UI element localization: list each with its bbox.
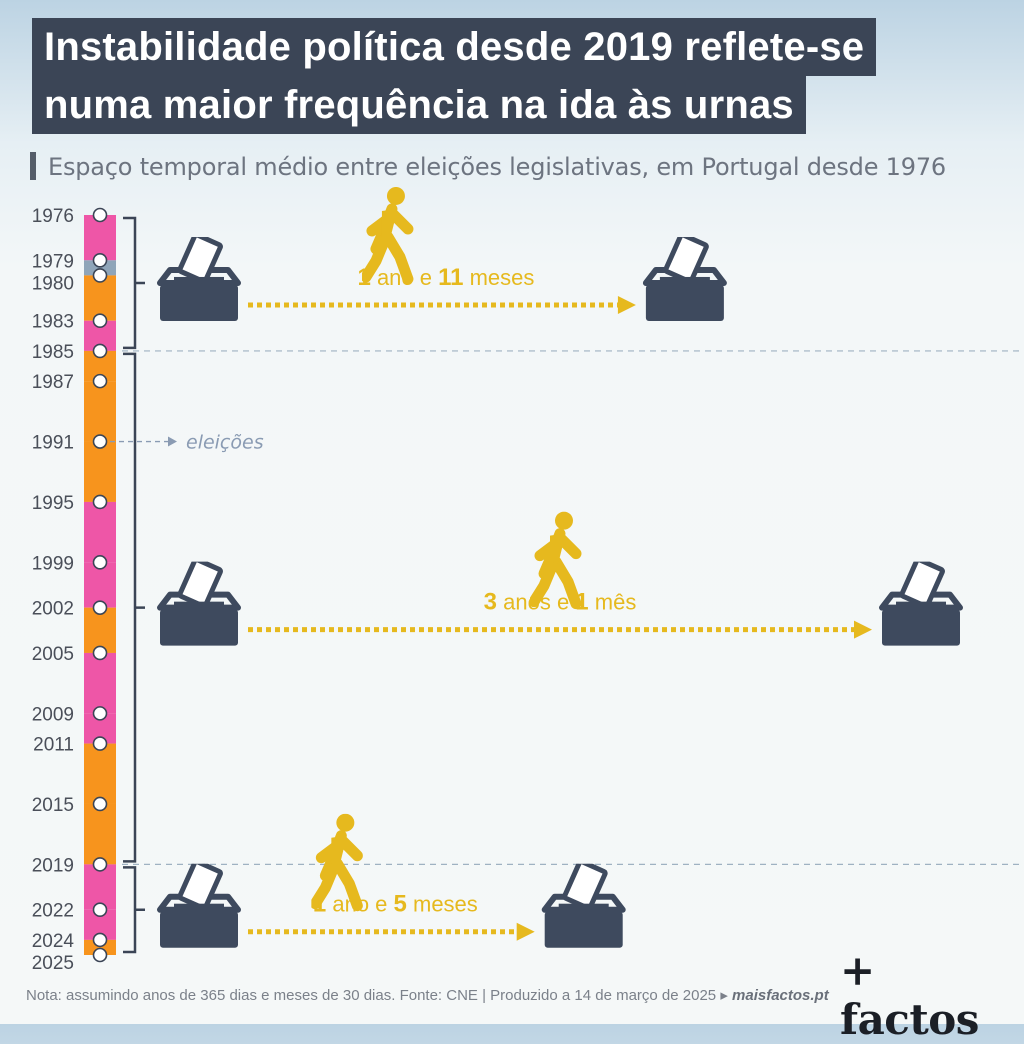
- election-dot-1979: [92, 253, 108, 268]
- election-dot-1980: [92, 268, 108, 283]
- ballot-box-icon: [160, 559, 238, 646]
- timeline-segment-1991: [84, 441, 116, 502]
- ballot-box-icon: [160, 234, 238, 321]
- election-dot-1999: [92, 555, 108, 570]
- subtitle-bar: [30, 152, 36, 180]
- election-dot-2022: [92, 902, 108, 917]
- ballot-box-icon: [882, 559, 960, 646]
- timeline-segment-1980: [84, 275, 116, 321]
- election-dot-2009: [92, 706, 108, 721]
- timeline-segment-2024: [84, 939, 116, 955]
- election-dot-1976: [92, 207, 108, 223]
- timeline-segment-1995: [84, 501, 116, 563]
- timeline-segment-2002: [84, 607, 116, 653]
- year-label-2024: 2024: [32, 931, 75, 952]
- interval-label-2: 3 anos e 1 mês: [484, 589, 637, 616]
- election-dot-1991: [92, 434, 108, 449]
- year-label-1983: 1983: [32, 312, 74, 333]
- interval-label-1-part-4: meses: [463, 265, 534, 290]
- title-line-2: numa maior frequência na ida às urnas: [32, 76, 806, 134]
- interval-label-1-part-3: 11: [438, 264, 463, 291]
- footer-brand-link[interactable]: maisfactos.pt: [732, 987, 829, 1004]
- timeline-segment-1976: [84, 215, 116, 261]
- ballot-box-icon: [646, 234, 724, 321]
- year-label-1999: 1999: [32, 553, 74, 574]
- footer-note: Nota: assumindo anos de 365 dias e meses…: [26, 986, 829, 1004]
- timeline-segment-2011: [84, 743, 116, 804]
- interval-label-2-part-2: anos e: [497, 590, 575, 615]
- interval-label-3-part-3: 5: [394, 891, 407, 918]
- year-label-2002: 2002: [32, 599, 74, 620]
- subtitle: Espaço temporal médio entre eleições leg…: [30, 152, 1000, 181]
- factos-logo: + factos: [840, 946, 979, 1044]
- interval-label-2-part-4: mês: [589, 590, 637, 615]
- interval-label-1-part-1: 1: [357, 264, 370, 291]
- timeline-segment-1979: [84, 260, 116, 276]
- interval-label-2-part-3: 1: [575, 589, 588, 616]
- interval-label-3-part-4: meses: [407, 892, 478, 917]
- year-label-1976: 1976: [32, 206, 74, 227]
- interval-label-2-part-1: 3: [484, 589, 497, 616]
- annotation-label: eleições: [186, 432, 264, 454]
- period-bracket-3: [123, 866, 145, 954]
- election-dot-2019: [92, 857, 108, 872]
- year-label-1995: 1995: [32, 493, 74, 514]
- ballot-box-icon: [545, 861, 623, 948]
- ballot-box-icon: [160, 861, 238, 948]
- title-line-1: Instabilidade política desde 2019 reflet…: [32, 18, 877, 76]
- year-label-2022: 2022: [32, 901, 74, 922]
- timeline-segment-2005: [84, 652, 116, 714]
- interval-label-3-part-2: ano e: [326, 892, 393, 917]
- interval-label-3: 1 ano e 5 meses: [313, 891, 478, 918]
- annotation-arrowhead: [168, 436, 177, 447]
- election-dot-1985: [92, 343, 108, 359]
- timeline-segment-2015: [84, 803, 116, 865]
- year-label-1980: 1980: [32, 273, 74, 294]
- timeline-segment-2019: [84, 864, 116, 910]
- year-label-2025: 2025: [32, 953, 74, 974]
- interval-arrowhead-1: [617, 295, 636, 314]
- title-block: Instabilidade política desde 2019 reflet…: [32, 18, 877, 134]
- election-dot-2015: [92, 796, 108, 812]
- election-dot-1995: [92, 494, 108, 510]
- subtitle-text: Espaço temporal médio entre eleições leg…: [48, 153, 946, 181]
- period-bracket-2: [123, 352, 145, 863]
- year-label-2005: 2005: [32, 644, 74, 665]
- interval-label-3-part-1: 1: [313, 891, 326, 918]
- year-label-2019: 2019: [32, 855, 74, 876]
- election-dot-2005: [92, 645, 108, 661]
- election-dot-1983: [92, 313, 108, 329]
- timeline-segment-1987: [84, 381, 116, 442]
- year-label-2015: 2015: [32, 795, 74, 816]
- election-dot-2011: [92, 736, 108, 751]
- year-label-2009: 2009: [32, 704, 74, 725]
- year-label-1987: 1987: [32, 372, 74, 393]
- year-label-2011: 2011: [33, 735, 74, 756]
- interval-arrowhead-3: [516, 922, 535, 941]
- period-bracket-1: [123, 216, 145, 350]
- timeline-segment-1999: [84, 562, 116, 608]
- footer-note-text: Nota: assumindo anos de 365 dias e meses…: [26, 987, 733, 1004]
- year-label-1991: 1991: [32, 433, 74, 454]
- interval-label-1: 1 ano e 11 meses: [357, 264, 534, 291]
- election-dot-2024: [92, 932, 108, 948]
- interval-label-1-part-2: ano e: [371, 265, 438, 290]
- interval-arrowhead-2: [854, 620, 872, 639]
- election-dot-2025: [92, 947, 108, 963]
- election-dot-1987: [92, 373, 108, 389]
- year-label-1985: 1985: [32, 342, 74, 363]
- election-dot-2002: [92, 600, 108, 615]
- year-label-1979: 1979: [32, 251, 74, 272]
